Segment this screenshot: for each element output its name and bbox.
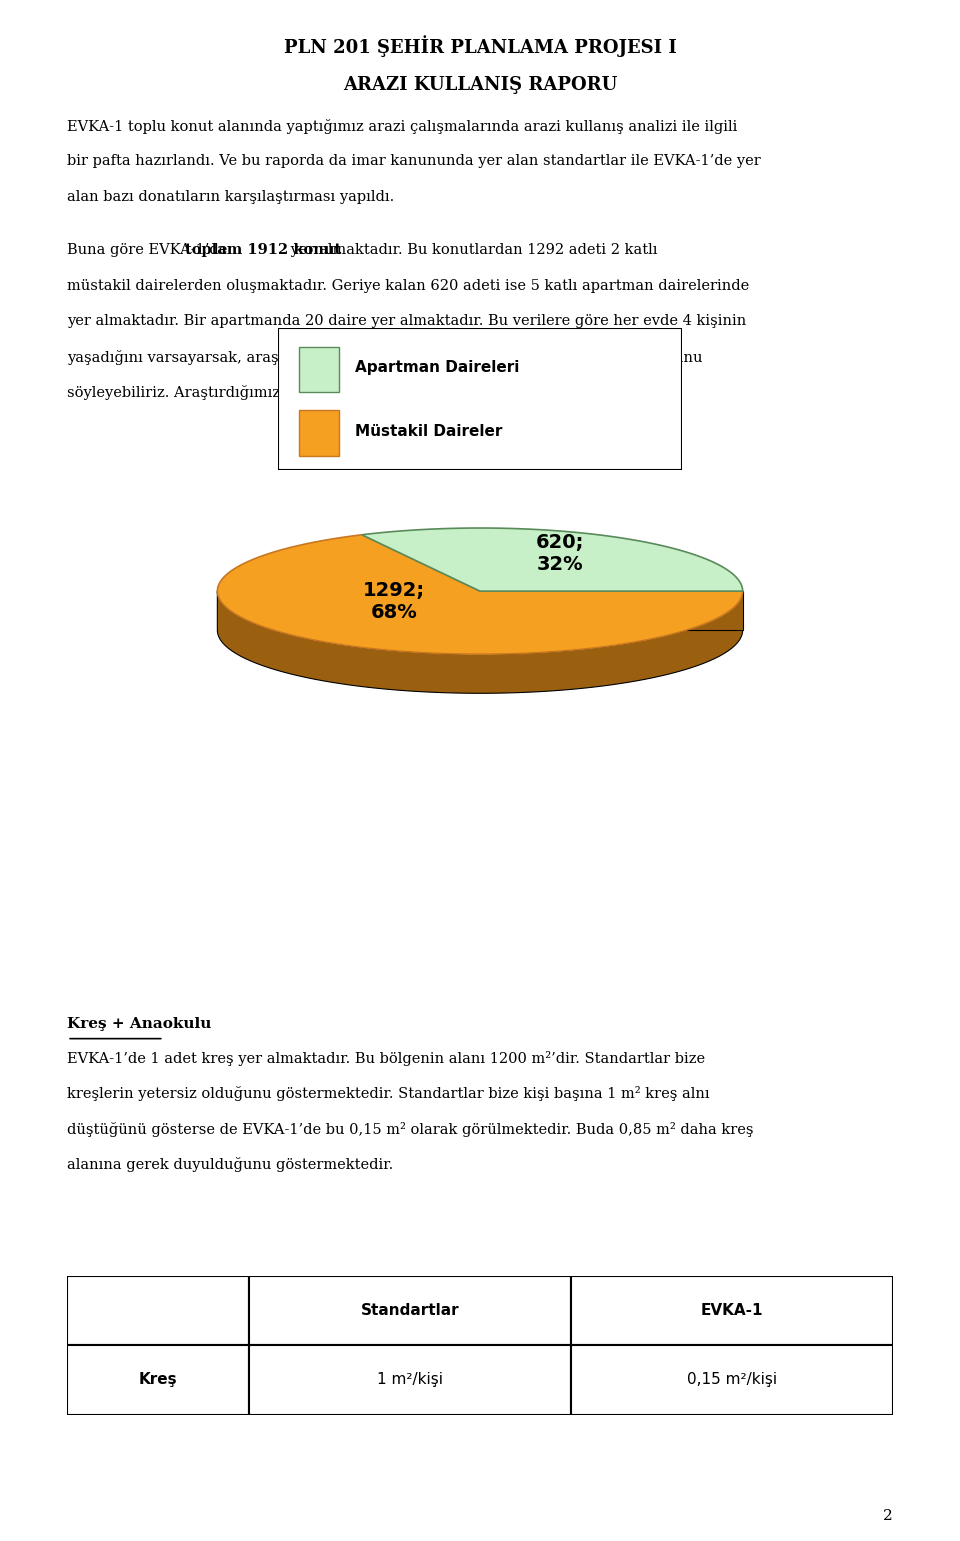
Text: 2: 2 — [883, 1509, 893, 1523]
Text: Buna göre EVKA-1’de: Buna göre EVKA-1’de — [67, 243, 232, 257]
Text: EVKA-1’de 1 adet kreş yer almaktadır. Bu bölgenin alanı 1200 m²’dir. Standartlar: EVKA-1’de 1 adet kreş yer almaktadır. Bu… — [67, 1051, 706, 1066]
Text: yer almaktadır. Bir apartmanda 20 daire yer almaktadır. Bu verilere göre her evd: yer almaktadır. Bir apartmanda 20 daire … — [67, 314, 747, 328]
Polygon shape — [362, 529, 743, 592]
Text: EVKA-1 toplu konut alanında yaptığımız arazi çalışmalarında arazi kullanış anali: EVKA-1 toplu konut alanında yaptığımız a… — [67, 119, 737, 134]
Polygon shape — [217, 592, 743, 693]
Text: müstakil dairelerden oluşmaktadır. Geriye kalan 620 adeti ise 5 katlı apartman d: müstakil dairelerden oluşmaktadır. Geriy… — [67, 279, 750, 293]
Text: yer almaktadır. Bu konutlardan 1292 adeti 2 katlı: yer almaktadır. Bu konutlardan 1292 adet… — [286, 243, 658, 257]
Text: 1 m²/kişi: 1 m²/kişi — [377, 1373, 443, 1387]
Polygon shape — [480, 592, 743, 630]
Text: yaşadığını varsayarsak, araştırdığımız alanın nüfusunun  yaklaşık 7648 kişi oldu: yaşadığını varsayarsak, araştırdığımız a… — [67, 350, 703, 365]
Text: Standartlar: Standartlar — [361, 1304, 459, 1318]
Text: .: . — [510, 385, 515, 399]
FancyBboxPatch shape — [278, 328, 682, 470]
Bar — [299, 347, 339, 391]
Text: ARAZI KULLANIŞ RAPORU: ARAZI KULLANIŞ RAPORU — [343, 76, 617, 94]
Bar — [571, 1276, 893, 1345]
Text: Müstakil Daireler: Müstakil Daireler — [355, 424, 502, 439]
Text: alanına gerek duyulduğunu göstermektedir.: alanına gerek duyulduğunu göstermektedir… — [67, 1157, 394, 1173]
Text: EVKA-1: EVKA-1 — [701, 1304, 763, 1318]
Text: bir pafta hazırlandı. Ve bu raporda da imar kanununda yer alan standartlar ile E: bir pafta hazırlandı. Ve bu raporda da i… — [67, 154, 761, 168]
Text: söyleyebiliriz. Araştırdığımız arazi ise yaklaşık: söyleyebiliriz. Araştırdığımız arazi ise… — [67, 385, 418, 401]
Text: Apartman Daireleri: Apartman Daireleri — [355, 361, 519, 376]
Text: 620;
32%: 620; 32% — [536, 533, 584, 575]
Text: 0,15 m²/kişi: 0,15 m²/kişi — [686, 1373, 777, 1387]
Bar — [67, 1345, 249, 1415]
Text: düştüğünü gösterse de EVKA-1’de bu 0,15 m² olarak görülmektedir. Buda 0,85 m² da: düştüğünü gösterse de EVKA-1’de bu 0,15 … — [67, 1122, 754, 1137]
Text: toplam 1912 konut: toplam 1912 konut — [185, 243, 342, 257]
Bar — [249, 1345, 571, 1415]
Bar — [249, 1276, 571, 1345]
Polygon shape — [217, 535, 743, 655]
Text: 40 hektar yani 400.000 m²: 40 hektar yani 400.000 m² — [362, 385, 579, 401]
Bar — [299, 410, 339, 456]
Text: Kreş: Kreş — [138, 1373, 178, 1387]
Text: PLN 201 ŞEHİR PLANLAMA PROJESI I: PLN 201 ŞEHİR PLANLAMA PROJESI I — [283, 35, 677, 57]
Text: alan bazı donatıların karşılaştırması yapıldı.: alan bazı donatıların karşılaştırması ya… — [67, 190, 395, 203]
Text: kreşlerin yetersiz olduğunu göstermektedir. Standartlar bize kişi başına 1 m² kr: kreşlerin yetersiz olduğunu göstermekted… — [67, 1086, 709, 1102]
Text: 1292;
68%: 1292; 68% — [363, 581, 425, 621]
Text: Kreş + Anaokulu: Kreş + Anaokulu — [67, 1017, 211, 1031]
Bar — [67, 1276, 249, 1345]
Bar — [571, 1345, 893, 1415]
